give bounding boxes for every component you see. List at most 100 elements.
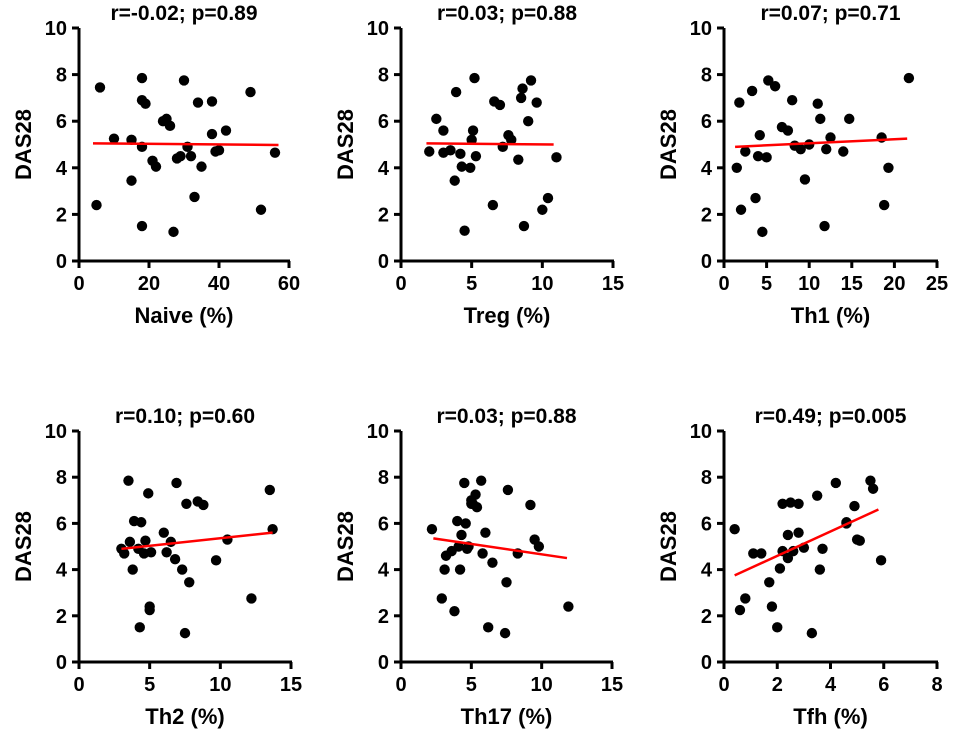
data-point xyxy=(782,529,794,541)
scatter-panel-6: 0 2 4 6 8 10 0 2 4 6 8 r=0.49; p=0.005 Tfh (%) DAS28 xyxy=(656,405,943,729)
data-point xyxy=(865,475,876,486)
y-tick-label: 4 xyxy=(701,560,713,582)
data-point xyxy=(456,161,467,172)
data-point xyxy=(134,622,145,633)
data-point xyxy=(145,547,157,558)
data-point xyxy=(533,541,545,552)
data-point xyxy=(436,593,447,604)
data-point xyxy=(811,490,823,501)
data-point xyxy=(119,548,130,559)
y-tick-label: 8 xyxy=(56,467,67,489)
data-point xyxy=(748,548,759,559)
regression-line xyxy=(433,537,568,560)
scatter-panel-3: 0 2 4 6 8 10 0 5 10 15 20 25 r=0.07; p=0.71 Th1 (%) DA… xyxy=(656,2,948,328)
y-tick-label: 10 xyxy=(367,18,389,40)
data-point xyxy=(477,548,488,559)
y-tick-label: 2 xyxy=(56,606,67,628)
data-point xyxy=(563,601,574,612)
data-point xyxy=(480,527,491,538)
data-point xyxy=(735,204,747,215)
data-point xyxy=(782,125,794,136)
y-tick-label: 10 xyxy=(45,421,67,443)
data-point xyxy=(774,563,786,574)
x-tick-label: 0 xyxy=(395,674,406,696)
data-point xyxy=(470,150,482,162)
data-point xyxy=(531,97,542,108)
x-tick-label: 20 xyxy=(138,273,160,295)
data-point xyxy=(756,548,767,559)
data-point xyxy=(542,192,554,204)
data-point xyxy=(255,204,267,215)
data-point xyxy=(525,499,536,511)
data-point xyxy=(178,75,190,86)
x-tick-label: 40 xyxy=(208,273,230,295)
x-tick-label: 10 xyxy=(209,674,231,696)
data-point xyxy=(189,191,200,203)
y-tick-label: 0 xyxy=(378,652,389,674)
x-tick-label: 0 xyxy=(73,273,84,295)
data-point xyxy=(161,547,172,558)
data-point xyxy=(763,75,774,86)
data-point xyxy=(124,536,136,548)
data-point xyxy=(513,154,524,165)
data-point xyxy=(517,83,528,94)
data-point xyxy=(854,535,865,546)
y-tick-label: 8 xyxy=(701,65,712,87)
data-point xyxy=(466,134,477,146)
y-tick-label: 8 xyxy=(56,65,67,87)
data-point xyxy=(793,498,804,509)
y-tick-label: 2 xyxy=(701,204,712,226)
x-tick-label: 5 xyxy=(466,674,477,696)
data-point xyxy=(817,543,828,555)
data-point xyxy=(494,99,506,111)
data-point xyxy=(487,199,499,211)
data-point xyxy=(169,554,181,565)
data-point xyxy=(815,113,826,125)
y-axis-label: DAS28 xyxy=(11,511,36,582)
x-tick-label: 5 xyxy=(466,273,477,295)
data-point xyxy=(450,86,462,98)
regression-line xyxy=(121,531,273,551)
data-point xyxy=(518,220,530,232)
data-point xyxy=(769,81,781,92)
data-point xyxy=(777,498,788,509)
x-tick-label: 20 xyxy=(883,273,905,295)
data-point xyxy=(469,72,480,84)
data-point xyxy=(734,604,746,616)
data-point xyxy=(168,226,179,238)
y-tick-label: 4 xyxy=(56,560,68,582)
y-tick-label: 0 xyxy=(378,251,389,273)
x-tick-label: 15 xyxy=(601,674,623,696)
data-point xyxy=(878,199,890,211)
data-point xyxy=(455,148,466,160)
data-point xyxy=(459,225,470,236)
x-tick-label: 25 xyxy=(926,273,948,295)
scatter-panel-4: 0 2 4 6 8 10 0 5 10 15 r=0.10; p=0.60 Th2 (%) DAS28 xyxy=(11,405,302,729)
data-point xyxy=(144,604,155,616)
y-axis-label: DAS28 xyxy=(333,109,358,180)
x-tick-label: 10 xyxy=(531,674,553,696)
y-tick-label: 2 xyxy=(56,204,67,226)
x-tick-label: 60 xyxy=(278,273,300,295)
data-point xyxy=(108,133,120,144)
data-point xyxy=(501,577,512,588)
data-point xyxy=(819,220,830,232)
x-tick-label: 10 xyxy=(798,273,820,295)
y-tick-label: 0 xyxy=(701,652,712,674)
data-point xyxy=(814,564,826,575)
data-point xyxy=(426,523,438,535)
y-tick-label: 4 xyxy=(378,560,390,582)
data-point xyxy=(192,97,204,108)
data-point xyxy=(506,134,517,146)
data-point xyxy=(467,125,479,136)
data-point xyxy=(821,143,832,155)
x-axis-label: Th2 (%) xyxy=(145,704,224,729)
data-point xyxy=(127,564,138,575)
data-point xyxy=(184,577,195,588)
data-point xyxy=(94,82,106,93)
data-point xyxy=(746,85,758,97)
data-point xyxy=(135,517,147,528)
data-point xyxy=(158,527,169,538)
x-tick-label: 15 xyxy=(841,273,863,295)
y-tick-label: 0 xyxy=(56,251,67,273)
